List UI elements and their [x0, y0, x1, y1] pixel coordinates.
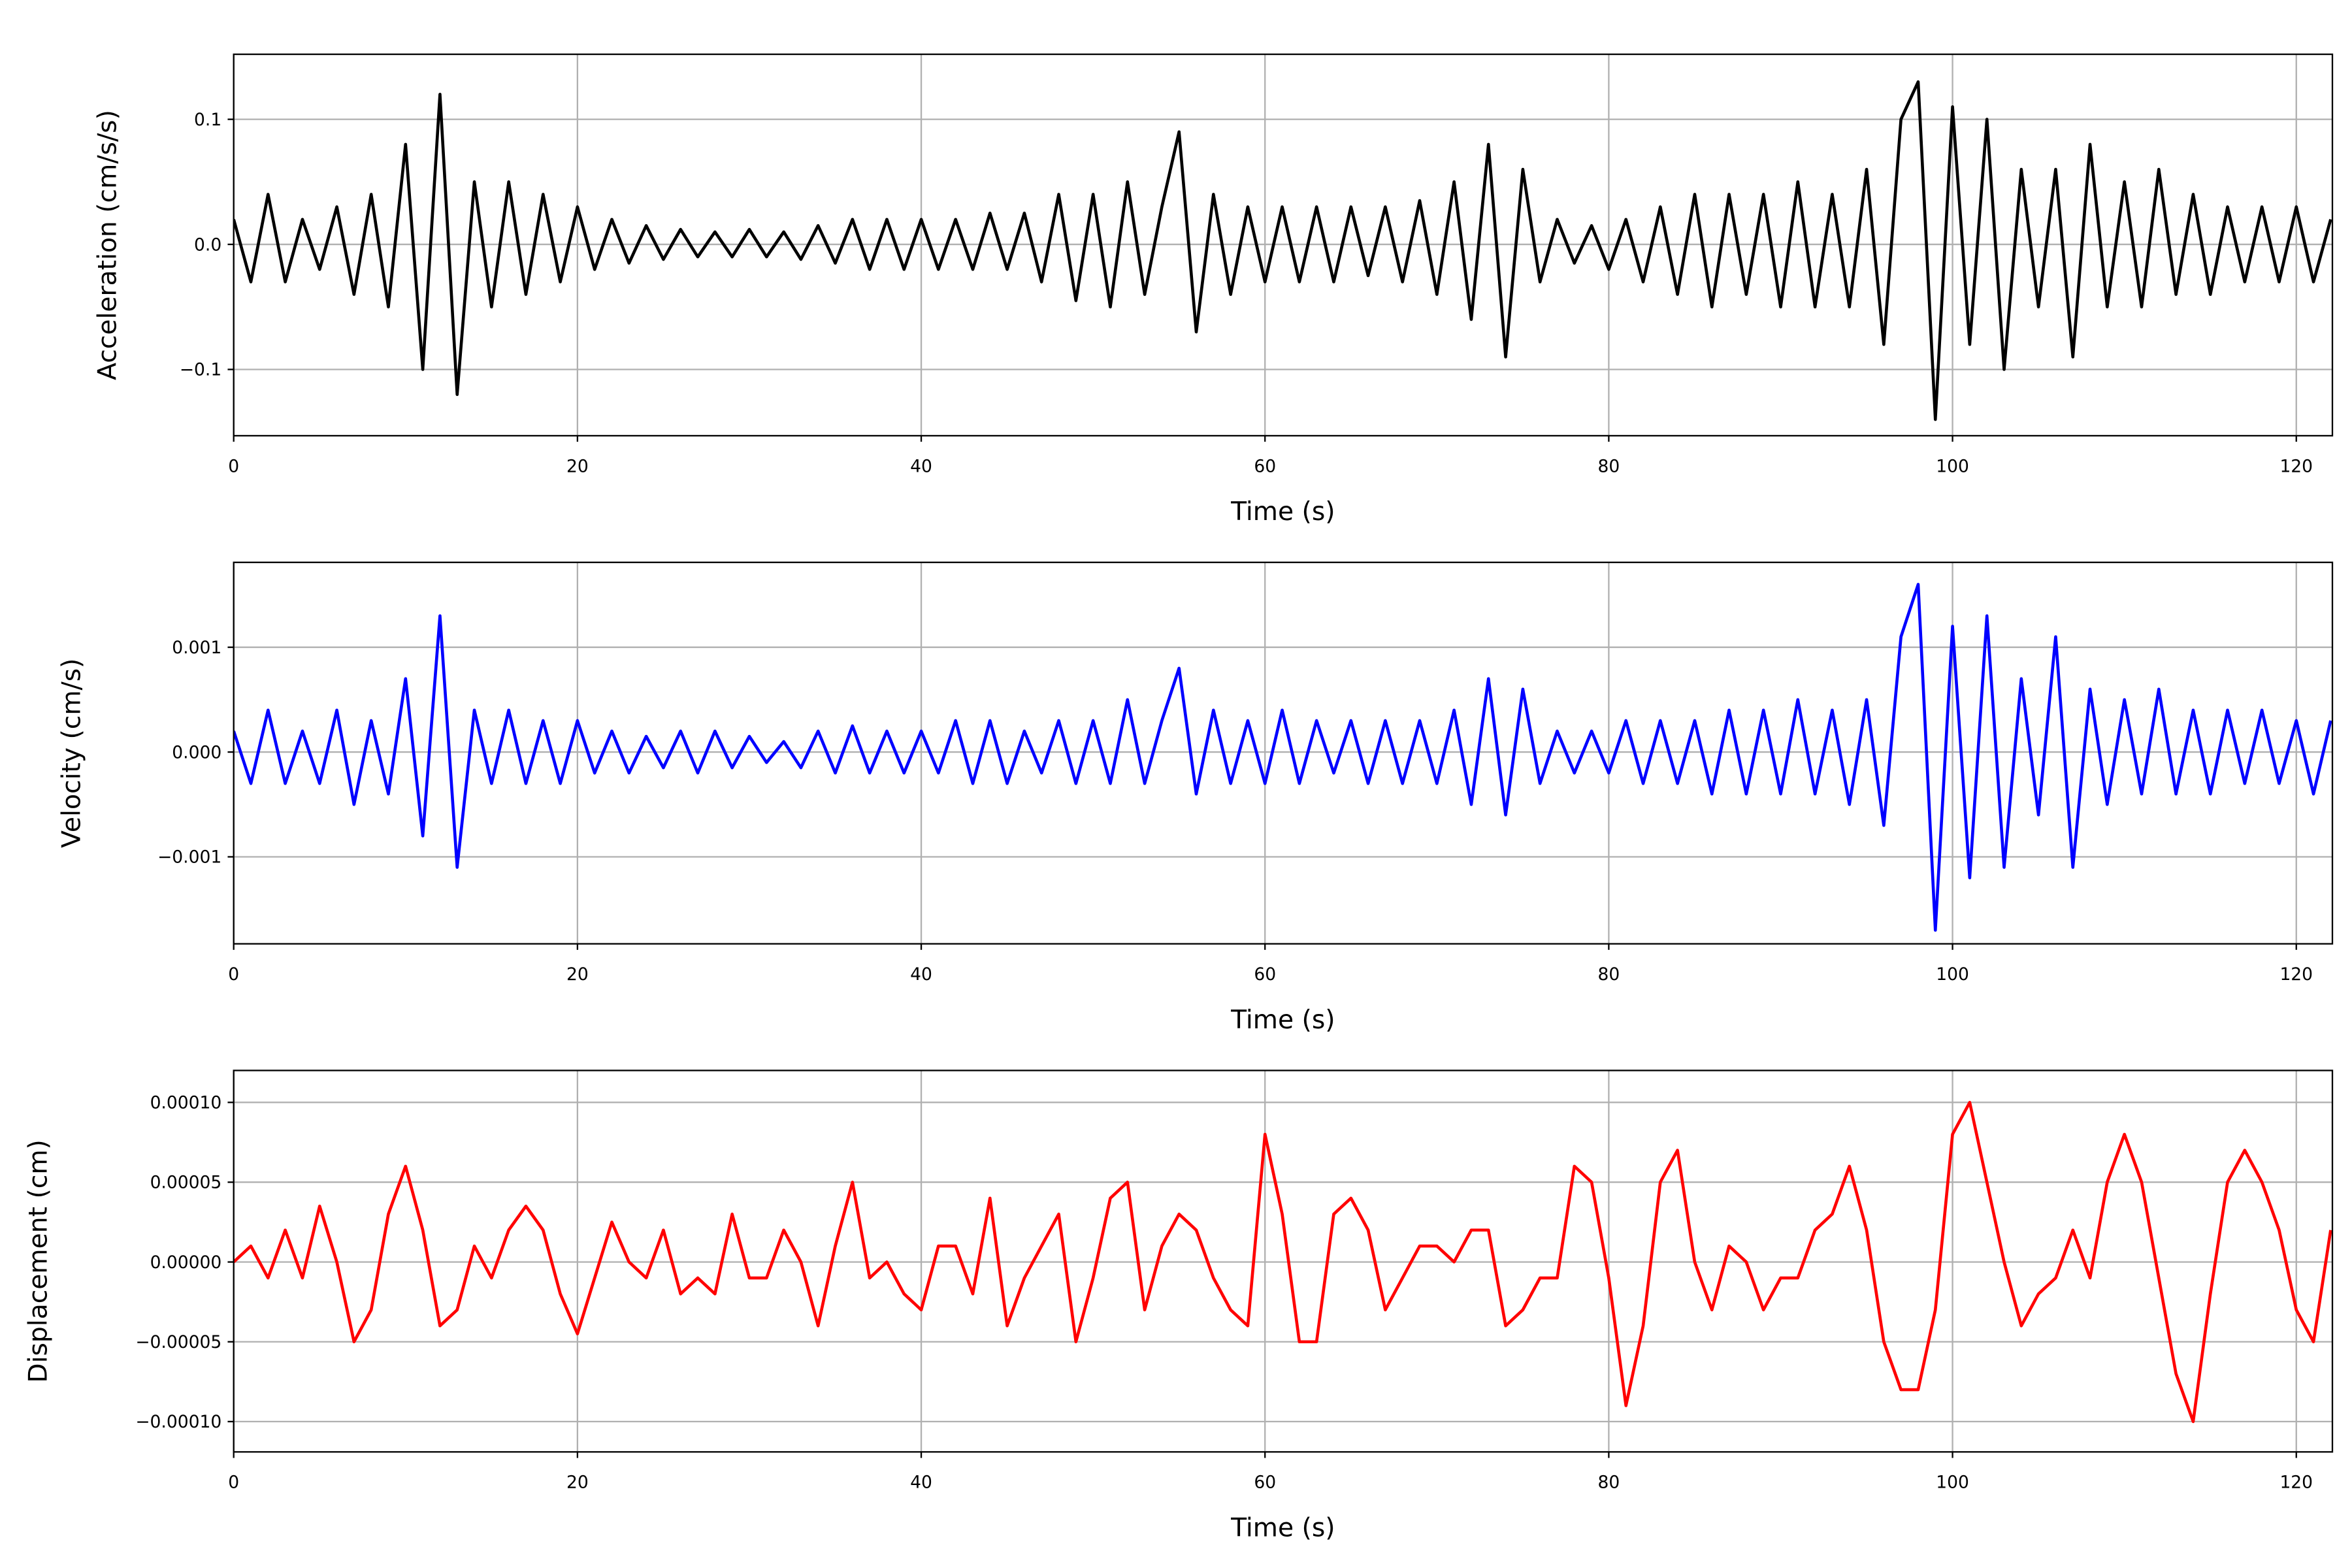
x-tick-label: 20: [566, 964, 589, 985]
x-tick-label: 60: [1254, 964, 1276, 985]
y-tick-label: 0.00010: [150, 1093, 222, 1113]
x-tick-label: 120: [2279, 1473, 2313, 1493]
x-tick-label: 20: [566, 456, 589, 476]
x-tick-label: 80: [1598, 1473, 1620, 1493]
x-tick-label: 120: [2279, 456, 2313, 476]
y-axis-label: Displacement (cm): [24, 1139, 54, 1382]
x-tick-label: 100: [1936, 1473, 1969, 1493]
x-tick-label: 40: [910, 456, 932, 476]
y-tick-label: 0.00005: [150, 1173, 222, 1193]
subplot: 0 20 40 60 80 100 120 −0.1 0.0 0.1 Time (s) Acceler…: [93, 53, 2334, 527]
y-axis-label: Velocity (cm/s): [57, 659, 86, 848]
plot-frame: [233, 53, 2334, 437]
signal-line: [233, 80, 2332, 421]
y-tick-label: 0.0: [194, 235, 221, 255]
y-tick-label: −0.1: [180, 360, 221, 380]
x-tick-label: 40: [910, 1473, 932, 1493]
x-tick-label: 100: [1936, 964, 1969, 985]
x-tick-label: 60: [1254, 1473, 1276, 1493]
signal-line: [233, 583, 2332, 932]
y-tick-label: 0.001: [172, 638, 221, 658]
subplot: 0 20 40 60 80 100 120 −0.00010 −0.00005 0.00000 0.…: [24, 1070, 2334, 1543]
y-tick-label: 0.000: [172, 742, 221, 762]
plot-frame: [233, 561, 2334, 945]
signal-line: [233, 1101, 2332, 1424]
x-tick-label: 80: [1598, 456, 1620, 476]
x-tick-label: 60: [1254, 456, 1276, 476]
y-tick-label: −0.00010: [135, 1412, 221, 1432]
subplot: 0 20 40 60 80 100 120 −0.001 0.000 0.001 Time (s) V…: [57, 561, 2334, 1035]
y-tick-label: 0.1: [194, 110, 221, 130]
x-tick-label: 40: [910, 964, 932, 985]
x-tick-label: 20: [566, 1473, 589, 1493]
x-tick-label: 120: [2279, 964, 2313, 985]
y-tick-label: −0.00005: [135, 1332, 221, 1352]
x-axis-label: Time (s): [1230, 497, 1335, 527]
y-tick-label: 0.00000: [150, 1252, 222, 1273]
plot-frame: [233, 1070, 2334, 1453]
x-tick-label: 0: [228, 964, 239, 985]
x-tick-label: 80: [1598, 964, 1620, 985]
x-axis-label: Time (s): [1230, 1005, 1335, 1035]
y-axis-label: Acceleration (cm/s/s): [93, 110, 123, 380]
x-tick-label: 0: [228, 1473, 239, 1493]
y-tick-label: −0.001: [157, 847, 221, 868]
x-tick-label: 100: [1936, 456, 1969, 476]
x-tick-label: 0: [228, 456, 239, 476]
x-axis-label: Time (s): [1230, 1514, 1335, 1543]
